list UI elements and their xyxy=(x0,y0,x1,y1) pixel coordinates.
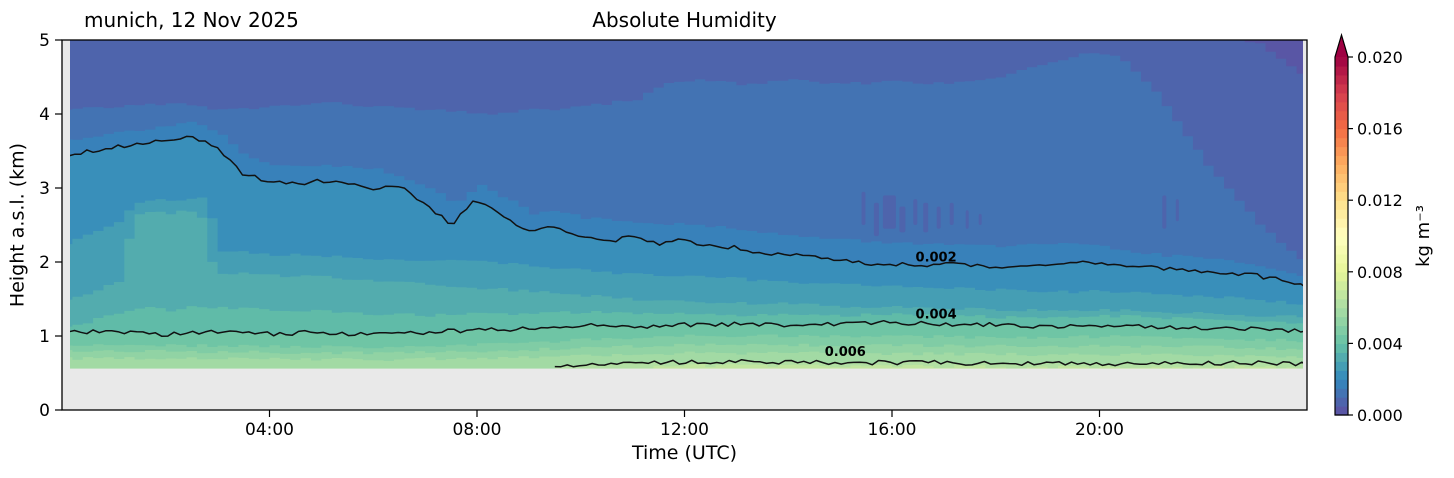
colorbar-segment xyxy=(1335,146,1348,157)
colorbar-segment xyxy=(1335,253,1348,264)
contour-line-0.004 xyxy=(70,319,1303,337)
colorbar-segment xyxy=(1335,298,1348,309)
colorbar-segment xyxy=(1335,325,1348,336)
humidity-field xyxy=(70,40,1303,410)
low-humidity-streak xyxy=(923,202,929,233)
colorbar-segment xyxy=(1335,209,1348,219)
colorbar-segment xyxy=(1335,361,1348,371)
colorbar-tick-label: 0.004 xyxy=(1357,334,1403,353)
low-humidity-streak xyxy=(1175,199,1179,222)
colorbar-tick-label: 0.008 xyxy=(1357,263,1403,282)
colorbar-segment xyxy=(1335,271,1348,282)
y-tick-label: 0 xyxy=(39,401,50,421)
colorbar-extend-arrow xyxy=(1335,35,1348,57)
colorbar-outline xyxy=(1334,32,1349,416)
contour-label-0.004: 0.004 xyxy=(916,307,957,322)
colorbar-segment xyxy=(1335,74,1348,85)
colorbar-segment xyxy=(1335,110,1348,121)
colorbar-segment xyxy=(1335,173,1348,183)
colorbar-segment xyxy=(1335,343,1348,353)
low-humidity-streak xyxy=(936,206,941,229)
station-date-label: munich, 12 Nov 2025 xyxy=(84,8,299,32)
colorbar-segment xyxy=(1335,316,1348,327)
y-tick-label: 3 xyxy=(39,179,50,199)
colorbar-tick-label: 0.016 xyxy=(1357,120,1403,139)
colorbar-segment xyxy=(1335,397,1348,407)
colorbar-segment xyxy=(1335,244,1348,255)
low-humidity-streak xyxy=(913,199,918,225)
colorbar-segment xyxy=(1335,379,1348,389)
contour-label-0.002: 0.002 xyxy=(916,250,957,265)
colorbar-segment xyxy=(1335,352,1348,362)
colorbar-segment xyxy=(1335,307,1348,318)
contour-label-0.006: 0.006 xyxy=(825,345,866,360)
x-tick-label: 16:00 xyxy=(868,420,917,440)
colorbar-segment xyxy=(1335,57,1348,67)
colorbar-tick-label: 0.020 xyxy=(1357,48,1403,67)
colorbar-segment xyxy=(1335,182,1348,192)
colorbar-segment xyxy=(1335,128,1348,139)
y-tick-label: 4 xyxy=(39,105,50,125)
low-humidity-streak xyxy=(1162,195,1167,229)
low-humidity-streak xyxy=(978,213,982,225)
colorbar-segment xyxy=(1335,119,1348,130)
low-humidity-streak xyxy=(873,202,879,237)
low-humidity-streak xyxy=(899,206,906,233)
colorbar-segment xyxy=(1335,227,1348,237)
contour-line-0.006 xyxy=(554,358,1303,368)
colorbar-tick-label: 0.000 xyxy=(1357,406,1403,425)
colorbar-segment xyxy=(1335,236,1348,246)
low-humidity-streak xyxy=(949,202,954,225)
axis-ticks: 04:00 08:00 12:00 16:00 20:00 0 1 2 3 4 5 xyxy=(39,31,1124,440)
colorbar-segment xyxy=(1335,262,1348,273)
colorbar-segment xyxy=(1335,65,1348,76)
colorbar-segment xyxy=(1335,289,1348,300)
colorbar-segment xyxy=(1335,218,1348,228)
x-tick-label: 08:00 xyxy=(453,420,502,440)
colorbar-segment xyxy=(1335,164,1348,174)
y-tick-label: 5 xyxy=(39,31,50,51)
colorbar-segment xyxy=(1335,137,1348,148)
x-tick-label: 20:00 xyxy=(1075,420,1124,440)
x-tick-label: 04:00 xyxy=(245,420,294,440)
colorbar-unit-label: kg m⁻³ xyxy=(1413,205,1435,267)
colorbar-segment xyxy=(1335,406,1348,416)
colorbar-segment xyxy=(1335,370,1348,380)
colorbar: 0.000 0.004 0.008 0.012 0.016 0.020 xyxy=(1334,32,1403,425)
colorbar-segment xyxy=(1335,155,1348,165)
colorbar-segment xyxy=(1335,200,1348,210)
x-tick-label: 12:00 xyxy=(660,420,709,440)
x-axis-label: Time (UTC) xyxy=(631,442,738,464)
low-humidity-streak xyxy=(861,191,866,225)
contour-line-0.002 xyxy=(70,135,1303,287)
colorbar-segment xyxy=(1335,334,1348,344)
surface-mask xyxy=(62,368,1307,410)
colorbar-segment xyxy=(1335,191,1348,201)
colorbar-segment xyxy=(1335,83,1348,94)
colorbar-segment xyxy=(1335,92,1348,103)
colorbar-segment xyxy=(1335,101,1348,112)
low-humidity-streak xyxy=(882,195,896,229)
colorbar-tick-label: 0.012 xyxy=(1357,191,1403,210)
y-tick-label: 1 xyxy=(39,327,50,347)
low-humidity-streak xyxy=(965,210,969,229)
y-axis-label: Height a.s.l. (km) xyxy=(6,142,29,308)
contour-lines: 0.002 0.004 0.006 xyxy=(70,135,1303,368)
plot-title: Absolute Humidity xyxy=(592,8,777,32)
y-tick-label: 2 xyxy=(39,253,50,273)
colorbar-segment xyxy=(1335,388,1348,398)
colorbar-segment xyxy=(1335,280,1348,291)
